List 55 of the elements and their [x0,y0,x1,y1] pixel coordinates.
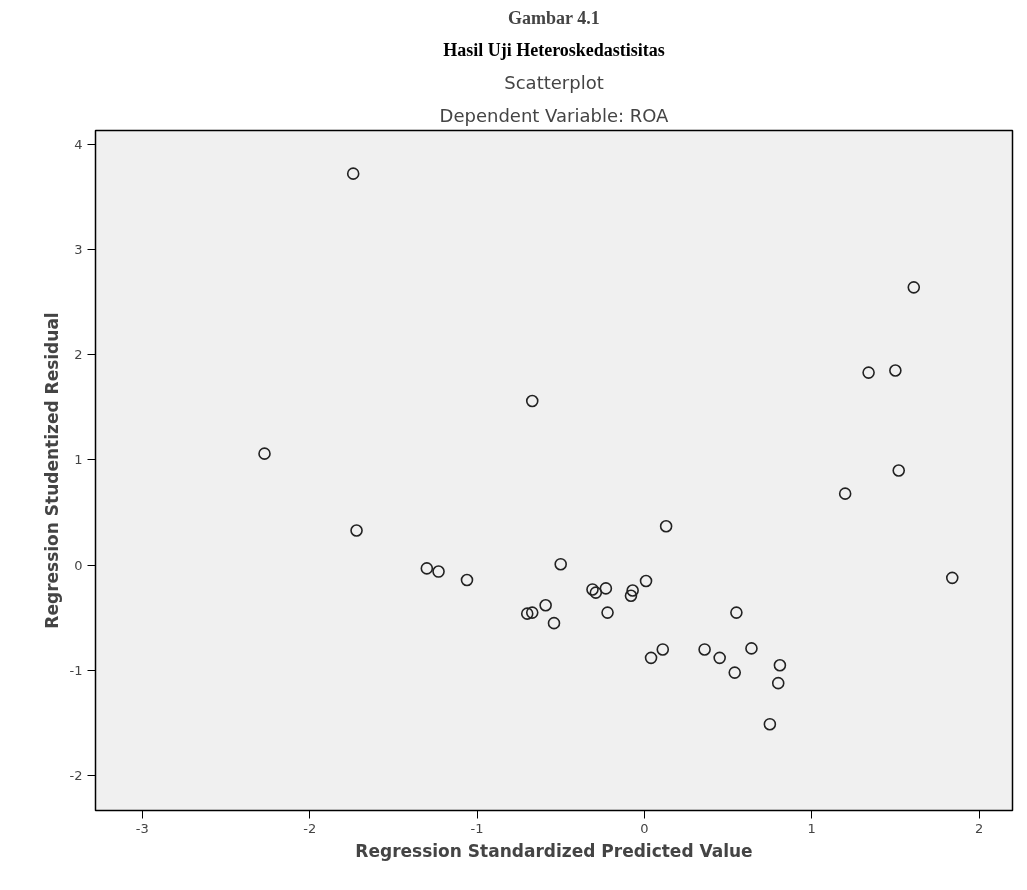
point [659,520,673,533]
point [698,643,711,656]
point [350,524,363,537]
point [626,584,639,597]
text: Scatterplot [504,71,604,93]
point [728,666,742,679]
y-tick-label: 4 [74,136,83,152]
point [346,167,360,180]
point [599,582,613,595]
x-tick-label: -1 [470,820,484,836]
y-axis-title: Regression Studentized Residual [41,312,62,629]
point [745,642,758,655]
point [432,565,445,578]
y-tick-label: 0 [74,557,83,573]
y-tick-label: 3 [74,241,83,257]
point [862,366,875,379]
point [644,651,658,665]
point [589,586,603,599]
point [907,281,921,294]
point [520,607,534,620]
y-tick-label: 2 [74,347,83,363]
x-tick-label: 2 [974,820,984,836]
point [624,589,638,603]
point [889,364,902,377]
x-tick-label: 1 [807,820,816,836]
point [773,658,787,672]
x-axis-title: Regression Standardized Predicted Value [355,840,753,861]
point [763,717,777,731]
point [639,574,653,588]
point [945,571,959,585]
point [586,583,599,596]
point [771,676,785,690]
point [525,606,539,619]
y-tick-label: 1 [74,452,83,468]
point [554,557,567,571]
y-tick-label: -2 [69,768,83,784]
point [420,562,434,575]
point [258,447,271,460]
point [656,643,670,656]
point [601,606,614,619]
chart-subtitle: Hasil Uji Heteroskedastisitas [443,39,665,60]
x-tick-label: -3 [135,820,149,836]
x-tick-label: 0 [640,820,649,836]
x-tick-label: -2 [303,820,317,836]
point [547,616,561,630]
point [460,573,474,587]
point [525,394,539,408]
point [892,464,906,477]
point [539,598,552,612]
point [838,487,852,500]
point [730,606,743,619]
chart-title: Gambar 4.1 [508,7,600,28]
text: Dependent Variable: ROA [439,104,670,126]
point [713,651,726,665]
y-tick-label: -1 [69,663,83,678]
